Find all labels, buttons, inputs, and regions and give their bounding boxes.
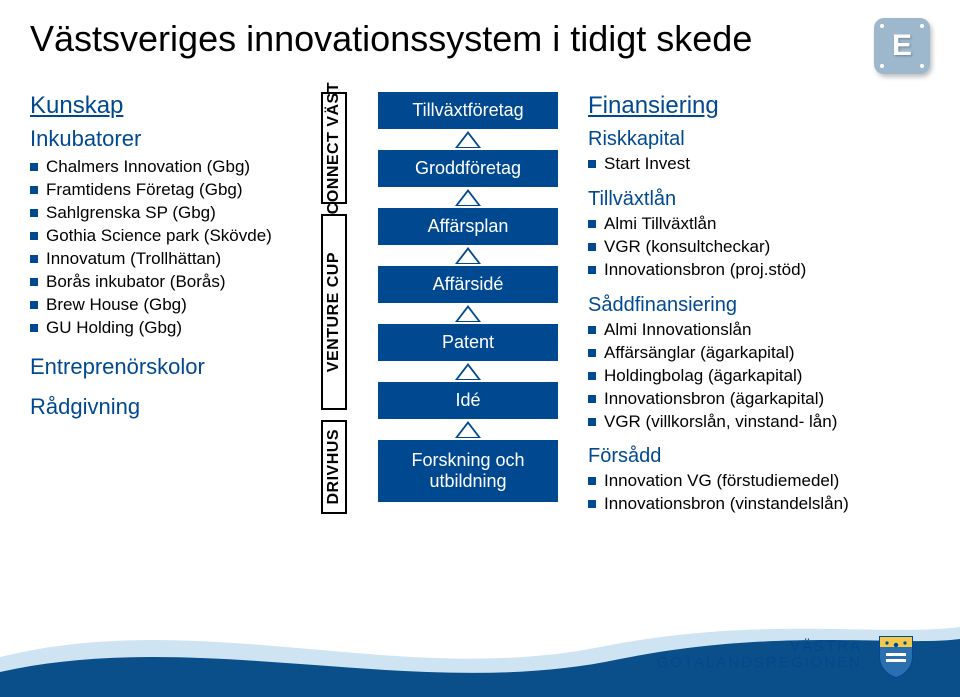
arrow-up-icon — [455, 363, 481, 380]
vlabel-connect: CONNECT VÄST — [325, 82, 343, 214]
list-item: Chalmers Innovation (Gbg) — [30, 156, 300, 179]
stage-box: Affärsidé — [378, 266, 558, 303]
arrow-up-icon — [455, 305, 481, 322]
list-item: Almi Innovationslån — [588, 319, 930, 342]
incubator-list: Chalmers Innovation (Gbg) Framtidens För… — [30, 156, 300, 340]
stage-box: Affärsplan — [378, 208, 558, 245]
logo-line2: GÖTALANDSREGIONEN — [657, 655, 862, 672]
arrow-up-icon — [455, 421, 481, 438]
list-item: VGR (konsultcheckar) — [588, 236, 930, 259]
list-item: Borås inkubator (Borås) — [30, 271, 300, 294]
stage-box: Groddföretag — [378, 150, 558, 187]
region-logo: VÄSTRA GÖTALANDSREGIONEN — [657, 631, 920, 679]
heading-finansiering: Finansiering — [588, 92, 930, 120]
col-knowledge: Kunskap Inkubatorer Chalmers Innovation … — [30, 92, 300, 424]
list-item: Innovationsbron (vinstandelslån) — [588, 493, 930, 516]
riskkapital-list: Start Invest — [588, 153, 930, 176]
logo-text: VÄSTRA GÖTALANDSREGIONEN — [657, 639, 862, 672]
stage-box: Forskning och utbildning — [378, 440, 558, 502]
arrow-up-icon — [455, 247, 481, 264]
list-item: Gothia Science park (Skövde) — [30, 225, 300, 248]
list-item: Almi Tillväxtlån — [588, 213, 930, 236]
forsadd-list: Innovation VG (förstudiemedel) Innovatio… — [588, 470, 930, 516]
list-item: Holdingbolag (ägarkapital) — [588, 365, 930, 388]
subheading-riskkapital: Riskkapital — [588, 128, 930, 151]
badge-letter: E — [892, 29, 912, 63]
col-stages: Tillväxtföretag Groddföretag Affärsplan … — [368, 92, 568, 502]
subheading-inkubatorer: Inkubatorer — [30, 126, 300, 152]
subheading-saddfinansiering: Såddfinansiering — [588, 294, 930, 317]
list-item: Start Invest — [588, 153, 930, 176]
subheading-tillvaxtlan: Tillväxtlån — [588, 188, 930, 211]
wave-graphic — [0, 587, 960, 697]
list-item: VGR (villkorslån, vinstand- lån) — [588, 411, 930, 434]
page-title: Västsveriges innovationssystem i tidigt … — [30, 18, 864, 60]
tillvaxtlan-list: Almi Tillväxtlån VGR (konsultcheckar) In… — [588, 213, 930, 282]
col-vertical-programs: CONNECT VÄST VENTURE CUP DRIVHUS — [310, 92, 358, 524]
subheading-entreprenorskolor: Entreprenörskolor — [30, 354, 300, 380]
stage-box: Patent — [378, 324, 558, 361]
logo-line1: VÄSTRA — [657, 639, 862, 656]
list-item: Innovationsbron (proj.stöd) — [588, 259, 930, 282]
stage-box: Tillväxtföretag — [378, 92, 558, 129]
list-item: Brew House (Gbg) — [30, 294, 300, 317]
arrow-up-icon — [455, 131, 481, 148]
sadd-list: Almi Innovationslån Affärsänglar (ägarka… — [588, 319, 930, 434]
list-item: Sahlgrenska SP (Gbg) — [30, 202, 300, 225]
list-item: Innovation VG (förstudiemedel) — [588, 470, 930, 493]
columns: Kunskap Inkubatorer Chalmers Innovation … — [30, 92, 930, 524]
list-item: Innovationsbron (ägarkapital) — [588, 388, 930, 411]
vbox-connect-vast: CONNECT VÄST — [321, 92, 347, 204]
subheading-forsadd: Försådd — [588, 445, 930, 468]
slide: Västsveriges innovationssystem i tidigt … — [0, 0, 960, 697]
arrow-up-icon — [455, 189, 481, 206]
list-item: Framtidens Företag (Gbg) — [30, 179, 300, 202]
crest-icon — [872, 631, 920, 679]
col-financing: Finansiering Riskkapital Start Invest Ti… — [578, 92, 930, 516]
heading-kunskap: Kunskap — [30, 92, 300, 120]
badge-e: E — [874, 18, 930, 74]
vbox-venture-cup: VENTURE CUP — [321, 214, 347, 410]
footer: VÄSTRA GÖTALANDSREGIONEN — [0, 587, 960, 697]
vlabel-drivhus: DRIVHUS — [325, 429, 343, 505]
list-item: Affärsänglar (ägarkapital) — [588, 342, 930, 365]
subheading-radgivning: Rådgivning — [30, 394, 300, 420]
list-item: Innovatum (Trollhättan) — [30, 248, 300, 271]
vlabel-venture: VENTURE CUP — [325, 252, 343, 372]
title-row: Västsveriges innovationssystem i tidigt … — [30, 18, 930, 74]
stage-box: Idé — [378, 382, 558, 419]
list-item: GU Holding (Gbg) — [30, 317, 300, 340]
vbox-drivhus: DRIVHUS — [321, 420, 347, 514]
